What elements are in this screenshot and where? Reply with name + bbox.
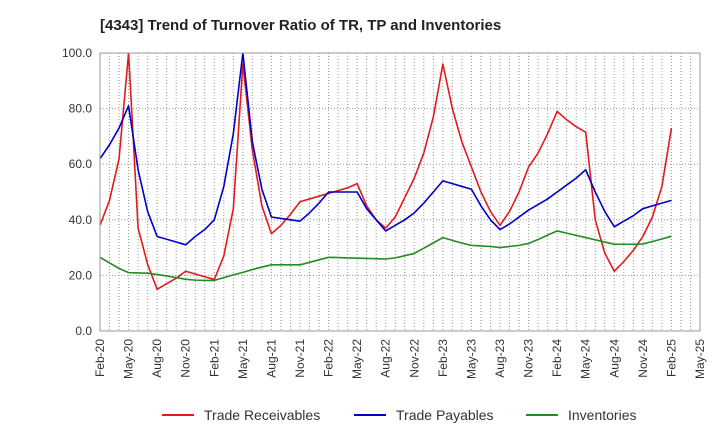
y-tick-label: 20.0 bbox=[69, 268, 93, 282]
x-tick-label: Feb-20 bbox=[93, 339, 107, 377]
legend-label: Trade Payables bbox=[396, 407, 494, 423]
x-tick-label: May-23 bbox=[464, 339, 478, 379]
x-tick-label: Feb-23 bbox=[436, 339, 450, 377]
series-line-2 bbox=[100, 53, 672, 246]
legend-label: Trade Receivables bbox=[204, 407, 320, 423]
x-tick-label: Nov-21 bbox=[293, 339, 307, 378]
x-tick-label: May-25 bbox=[693, 339, 707, 379]
y-tick-label: 80.0 bbox=[69, 102, 93, 116]
x-tick-label: Feb-22 bbox=[322, 339, 336, 377]
series-lines bbox=[100, 53, 673, 291]
x-tick-label: May-21 bbox=[236, 339, 250, 379]
legend-label: Inventories bbox=[568, 407, 636, 423]
x-tick-label: Aug-23 bbox=[493, 339, 507, 378]
x-tick-label: Nov-20 bbox=[179, 339, 193, 378]
series-line-3 bbox=[100, 230, 672, 282]
y-tick-label: 40.0 bbox=[69, 213, 93, 227]
chart-title: [4343] Trend of Turnover Ratio of TR, TP… bbox=[100, 17, 501, 34]
x-tick-label: Nov-23 bbox=[522, 339, 536, 378]
grid-lines bbox=[100, 53, 700, 331]
y-tick-label: 100.0 bbox=[62, 46, 92, 60]
x-tick-label: Aug-21 bbox=[264, 339, 278, 378]
x-tick-label: May-24 bbox=[579, 339, 593, 379]
x-tick-label: Nov-24 bbox=[636, 339, 650, 378]
x-axis-ticks: Feb-20 May-20 Aug-20 Nov-20 Feb-21 May-21 Aug-… bbox=[93, 339, 707, 379]
y-axis-ticks: 0.0 20.0 40.0 60.0 80.0 100.0 bbox=[62, 46, 92, 338]
x-tick-label: Feb-25 bbox=[664, 339, 678, 377]
y-tick-label: 0.0 bbox=[75, 324, 92, 338]
legend: Trade Receivables Trade Payables Inventori… bbox=[162, 407, 636, 423]
x-tick-label: Nov-22 bbox=[407, 339, 421, 378]
series-line-1 bbox=[100, 53, 673, 291]
y-tick-label: 60.0 bbox=[69, 157, 93, 171]
x-tick-label: May-22 bbox=[350, 339, 364, 379]
plot-area-frame bbox=[99, 52, 701, 332]
x-tick-label: May-20 bbox=[122, 339, 136, 379]
x-tick-label: Feb-21 bbox=[207, 339, 221, 377]
x-tick-label: Aug-24 bbox=[607, 339, 621, 378]
x-tick-label: Aug-22 bbox=[379, 339, 393, 378]
x-tick-label: Feb-24 bbox=[550, 339, 564, 377]
x-tick-label: Aug-20 bbox=[150, 339, 164, 378]
